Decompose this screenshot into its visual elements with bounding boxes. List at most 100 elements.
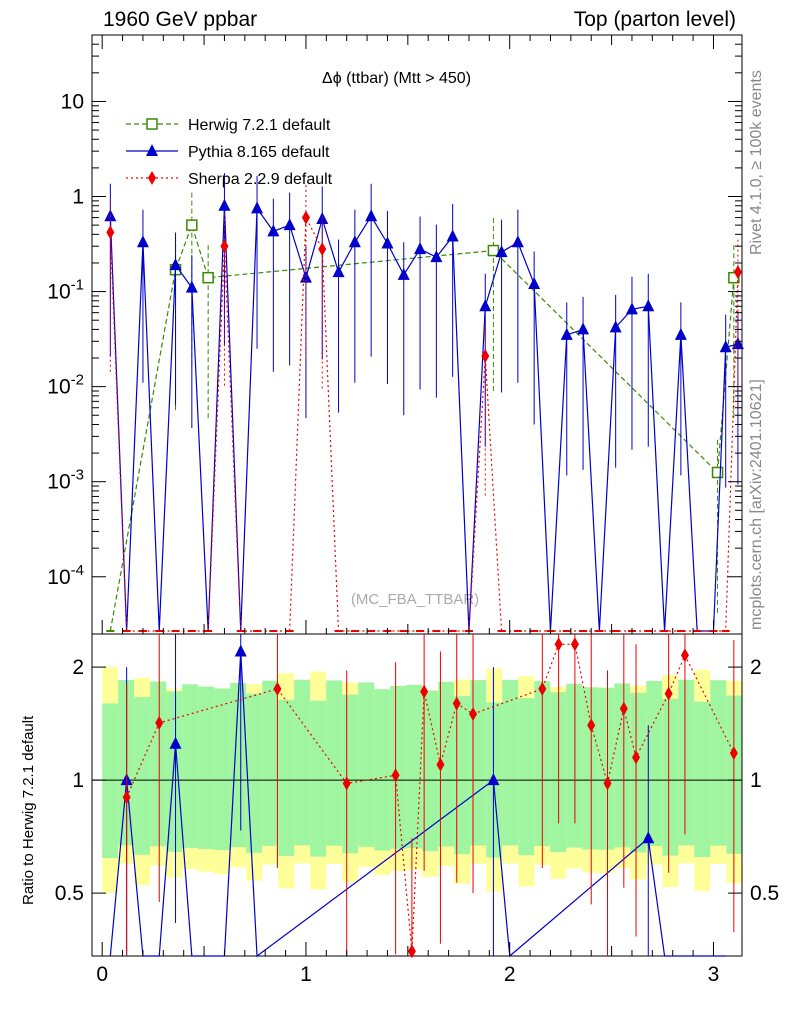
sherpa-point <box>603 776 612 791</box>
ratio-y-tick-label: 1 <box>72 769 84 792</box>
ratio-band-green <box>294 679 311 846</box>
y-tick-label: 10 <box>61 90 84 113</box>
y-tick-label: 10-1 <box>47 277 84 304</box>
y-tick-label: 10-3 <box>47 467 84 494</box>
sherpa-point <box>342 776 351 791</box>
ratio-band-green <box>566 683 583 848</box>
sherpa-point <box>391 768 400 783</box>
ratio-y-tick-label: 0.5 <box>55 882 84 905</box>
pythia-point <box>511 235 524 248</box>
ratio-band-green <box>374 689 391 851</box>
ratio-y-tick-label: 2 <box>72 656 84 679</box>
ratio-band-green <box>406 684 423 849</box>
x-tick-label: 1 <box>300 963 312 986</box>
ratio-band-green <box>502 679 519 846</box>
sherpa-point <box>436 757 445 772</box>
legend: Herwig 7.2.1 default Pythia 8.165 default… <box>126 117 333 188</box>
ratio-band-green <box>518 698 535 856</box>
pythia-point <box>169 258 182 271</box>
pythia-point <box>283 218 296 231</box>
sherpa-point <box>538 681 547 696</box>
ratio-band-green <box>454 696 471 855</box>
axes: 10-4 10-3 10-2 10-1 1 10 0.5 0.5 1 1 2 2 0 1 2 3 <box>47 35 779 986</box>
ratio-band-green <box>326 680 343 846</box>
sherpa-point <box>469 706 478 721</box>
ratio-band-green <box>438 681 455 847</box>
sherpa-point <box>407 944 416 959</box>
ratio-band-green <box>582 687 599 850</box>
ratio-band-green <box>150 681 167 847</box>
sherpa-point <box>106 225 115 240</box>
observable-title: Δϕ (ttbar) (Mtt > 450) <box>322 70 472 87</box>
sherpa-point <box>729 746 738 761</box>
herwig-point <box>186 219 198 231</box>
sherpa-point <box>273 681 282 696</box>
y-tick-label: 1 <box>72 186 84 209</box>
sherpa-point <box>481 349 490 364</box>
sherpa-ratio-line <box>126 643 735 952</box>
pythia-point <box>169 736 182 749</box>
pythia-point <box>577 322 590 335</box>
sherpa-point <box>420 684 429 699</box>
pythia-point <box>674 327 687 340</box>
ratio-band-green <box>614 683 631 848</box>
pythia-point <box>479 299 492 312</box>
ratio-band-green <box>198 686 215 850</box>
ratio-band-green <box>134 697 151 855</box>
sherpa-point <box>619 701 628 716</box>
sherpa-point <box>220 239 229 254</box>
ratio-band-green <box>694 701 711 858</box>
sherpa-point <box>664 686 673 701</box>
ratio-band-green <box>342 694 359 854</box>
pythia-point <box>185 280 198 293</box>
ratio-band-green <box>230 682 247 848</box>
pythia-point <box>348 235 361 248</box>
pythia-point <box>136 235 149 248</box>
ratio-band-green <box>422 690 439 852</box>
header-right: Top (parton level) <box>573 8 736 31</box>
pythia-point <box>560 327 573 340</box>
pythia-point <box>146 144 158 156</box>
watermark: (MC_FBA_TTBAR) <box>351 591 479 608</box>
ratio-band-green <box>310 700 327 857</box>
ratio-band-green <box>710 680 727 846</box>
ratio-series <box>109 634 738 959</box>
legend-label-pythia: Pythia 8.165 default <box>188 144 330 161</box>
y-tick-label: 10-2 <box>47 372 84 399</box>
sherpa-point <box>301 210 310 225</box>
pythia-point <box>487 773 500 786</box>
pythia-point <box>332 265 345 278</box>
ratio-band-green <box>358 682 375 847</box>
pythia-point <box>642 299 655 312</box>
herwig-point <box>711 466 724 479</box>
herwig-point <box>487 244 500 257</box>
sherpa-point <box>452 696 461 711</box>
ratio-y-tick-label-right: 0.5 <box>750 882 779 905</box>
herwig-point <box>728 271 740 284</box>
sherpa-point <box>733 265 742 280</box>
pythia-point <box>609 320 622 333</box>
plot-frames <box>91 34 743 957</box>
pythia-point <box>218 198 231 211</box>
pythia-point <box>719 340 732 353</box>
sherpa-point <box>680 648 689 663</box>
sherpa-point <box>318 242 327 257</box>
ratio-band-green <box>598 687 615 850</box>
ratio-y-tick-label-right: 1 <box>750 769 762 792</box>
pythia-point <box>267 224 280 237</box>
pythia-line <box>109 205 739 632</box>
sherpa-point <box>632 750 641 765</box>
ratio-band-green <box>182 684 199 848</box>
sherpa-point <box>570 637 579 652</box>
ratio-band-green <box>662 698 679 856</box>
legend-label-sherpa: Sherpa 2.2.9 default <box>188 171 333 188</box>
pythia-point <box>625 302 638 315</box>
main-series <box>104 173 744 632</box>
pythia-point <box>234 644 247 657</box>
herwig-point <box>202 271 214 284</box>
pythia-point <box>414 242 427 255</box>
pythia-point <box>365 209 378 222</box>
pythia-point <box>495 245 508 258</box>
ratio-band-green <box>470 680 487 846</box>
